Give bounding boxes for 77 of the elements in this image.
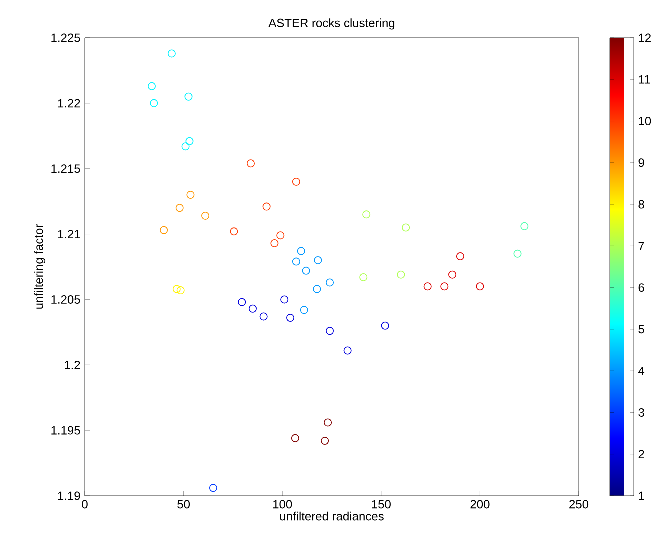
point [292, 258, 300, 266]
color-bar-label: 11 [639, 76, 650, 84]
point [402, 224, 410, 232]
point [202, 212, 210, 220]
x-tick-label: 200 [470, 500, 490, 509]
point [326, 327, 334, 336]
point [262, 202, 271, 211]
point [186, 137, 194, 146]
y-axis-title: unfiltering factor [34, 224, 46, 309]
point [362, 210, 371, 219]
y-tick-label: 1.22 [58, 99, 80, 108]
point [176, 204, 184, 212]
point [448, 270, 457, 279]
point [292, 178, 300, 186]
point [324, 418, 332, 427]
point [280, 296, 289, 304]
point [476, 282, 484, 291]
x-tick-label: 150 [372, 500, 391, 509]
point [424, 282, 432, 291]
point [160, 226, 168, 234]
point [456, 252, 464, 261]
point [520, 222, 529, 230]
color-bar-label: 7 [638, 242, 644, 250]
point [286, 314, 295, 322]
x-axis-title: unfiltered radiances [280, 512, 384, 521]
x-tick-label: 0 [82, 500, 88, 509]
point [182, 142, 190, 151]
point [313, 285, 322, 294]
point [260, 312, 268, 321]
y-tick-label: 1.195 [52, 426, 80, 435]
x-tick-label: 50 [178, 500, 190, 509]
point [440, 282, 449, 291]
y-tick-label: 1.2 [65, 360, 80, 370]
color-bar-label: 5 [638, 325, 644, 334]
color-bar-label: 9 [638, 158, 644, 168]
point [209, 484, 218, 492]
color-bar-label: 6 [638, 284, 644, 292]
y-tick-label: 1.205 [52, 295, 80, 304]
color-bar-label: 4 [638, 366, 645, 376]
color-bar-label: 3 [638, 408, 644, 417]
y-tick-label: 1.21 [58, 230, 80, 238]
point [297, 247, 306, 256]
point [326, 278, 334, 287]
point [397, 270, 406, 279]
point [168, 50, 176, 58]
y-tick-label: 1.215 [52, 164, 80, 174]
color-bar-label: 2 [638, 450, 644, 459]
point [276, 232, 285, 240]
color-bar-label: 8 [638, 200, 644, 209]
point [302, 266, 310, 275]
point [360, 273, 368, 282]
point [248, 304, 257, 313]
point [238, 298, 246, 306]
point [172, 285, 181, 294]
point [270, 239, 279, 248]
point [148, 82, 156, 90]
x-tick-label: 250 [570, 500, 589, 509]
point [184, 92, 193, 101]
point [321, 437, 330, 446]
color-bar-label: 10 [639, 117, 652, 126]
color-bar-label: 1 [639, 492, 644, 500]
y-tick-label: 1.19 [58, 492, 80, 500]
y-tick-label: 1.225 [52, 34, 80, 42]
point [381, 322, 390, 330]
point [230, 228, 238, 236]
point [300, 306, 308, 314]
point [186, 191, 195, 200]
point [291, 434, 300, 442]
chart-title: ASTER rocks clustering [268, 18, 395, 30]
point [150, 99, 158, 108]
point [314, 256, 322, 264]
x-tick-label: 100 [274, 500, 292, 509]
point [176, 286, 185, 295]
point [246, 160, 255, 168]
point [514, 250, 522, 258]
color-bar-label: 12 [639, 34, 651, 42]
point [344, 346, 352, 355]
